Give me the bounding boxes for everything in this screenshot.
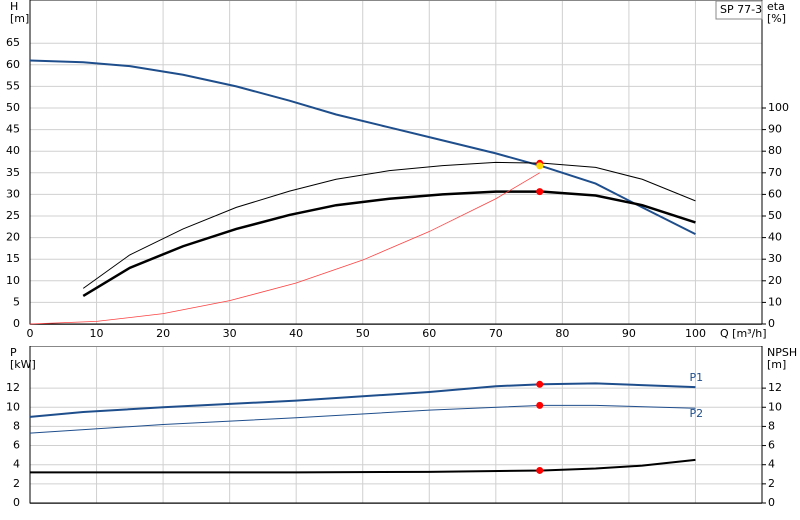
y-axis-label: H bbox=[10, 0, 18, 13]
y-tick-label: 0 bbox=[13, 496, 20, 509]
y-tick-label: 35 bbox=[6, 166, 20, 179]
y-tick-label: 2 bbox=[13, 477, 20, 490]
y2-tick-label: 2 bbox=[768, 477, 775, 490]
y2-tick-label: 8 bbox=[768, 419, 775, 432]
y-tick-label: 15 bbox=[6, 252, 20, 265]
y2-tick-label: 6 bbox=[768, 439, 775, 452]
y2-tick-label: 4 bbox=[768, 458, 775, 471]
y-tick-label: 10 bbox=[6, 400, 20, 413]
y2-tick-label: 90 bbox=[768, 123, 782, 136]
y-tick-label: 45 bbox=[6, 123, 20, 136]
title-box bbox=[715, 0, 763, 20]
y-tick-label: 25 bbox=[6, 209, 20, 222]
x-tick-label: 70 bbox=[489, 327, 503, 340]
chart-title: SP 77-3 bbox=[720, 3, 762, 16]
curve bbox=[29, 172, 540, 325]
y2-tick-label: 80 bbox=[768, 144, 782, 157]
curve bbox=[82, 161, 696, 289]
y2-axis-label: [m] bbox=[767, 358, 786, 371]
series-label: P1 bbox=[689, 371, 703, 384]
y2-tick-label: 10 bbox=[768, 400, 782, 413]
curve bbox=[29, 382, 696, 418]
y-axis-label: [m] bbox=[10, 12, 29, 25]
y2-tick-label: 10 bbox=[768, 295, 782, 308]
y-tick-label: 55 bbox=[6, 79, 20, 92]
operating-point bbox=[536, 380, 544, 388]
x-tick-label: 40 bbox=[289, 327, 303, 340]
series-label: P2 bbox=[689, 407, 703, 420]
y2-tick-label: 30 bbox=[768, 252, 782, 265]
x-tick-label: 0 bbox=[27, 327, 34, 340]
x-tick-label: 30 bbox=[223, 327, 237, 340]
y2-tick-label: 12 bbox=[768, 381, 782, 394]
y2-axis-label: eta bbox=[767, 0, 785, 13]
y-tick-label: 40 bbox=[6, 144, 20, 157]
x-tick-label: 20 bbox=[156, 327, 170, 340]
y-tick-label: 50 bbox=[6, 101, 20, 114]
y-tick-label: 6 bbox=[13, 439, 20, 452]
y2-axis-label: [%] bbox=[767, 12, 786, 25]
y2-tick-label: 70 bbox=[768, 166, 782, 179]
y-tick-label: 60 bbox=[6, 58, 20, 71]
y2-tick-label: 20 bbox=[768, 274, 782, 287]
operating-point bbox=[536, 162, 544, 170]
operating-point bbox=[536, 401, 544, 409]
plot-frame bbox=[29, 0, 763, 325]
x-tick-label: 100 bbox=[685, 327, 706, 340]
y-tick-label: 8 bbox=[13, 419, 20, 432]
curve bbox=[30, 458, 696, 474]
x-tick-label: 50 bbox=[356, 327, 370, 340]
y-tick-label: 30 bbox=[6, 187, 20, 200]
operating-point bbox=[536, 466, 544, 474]
x-tick-label: 90 bbox=[622, 327, 636, 340]
y-tick-label: 5 bbox=[13, 295, 20, 308]
y2-tick-label: 40 bbox=[768, 231, 782, 244]
x-tick-label: 60 bbox=[422, 327, 436, 340]
y2-axis-label: NPSH bbox=[767, 346, 797, 359]
y2-tick-label: 50 bbox=[768, 209, 782, 222]
x-tick-label: 80 bbox=[555, 327, 569, 340]
curve bbox=[82, 190, 696, 297]
y2-tick-label: 0 bbox=[768, 317, 775, 330]
curve bbox=[29, 404, 696, 434]
x-tick-label: 10 bbox=[90, 327, 104, 340]
y2-tick-label: 0 bbox=[768, 496, 775, 509]
y-tick-label: 4 bbox=[13, 458, 20, 471]
y-tick-label: 10 bbox=[6, 274, 20, 287]
plot-frame bbox=[29, 346, 763, 504]
operating-point bbox=[536, 188, 544, 196]
y-tick-label: 12 bbox=[6, 381, 20, 394]
y-tick-label: 65 bbox=[6, 36, 20, 49]
y2-tick-label: 60 bbox=[768, 187, 782, 200]
y2-tick-label: 100 bbox=[768, 101, 789, 114]
x-axis-label: Q [m³/h] bbox=[720, 327, 767, 340]
curve bbox=[29, 59, 696, 236]
y-axis-label: [kW] bbox=[10, 358, 36, 371]
y-tick-label: 0 bbox=[13, 317, 20, 330]
y-axis-label: P bbox=[10, 346, 17, 359]
y-tick-label: 20 bbox=[6, 231, 20, 244]
